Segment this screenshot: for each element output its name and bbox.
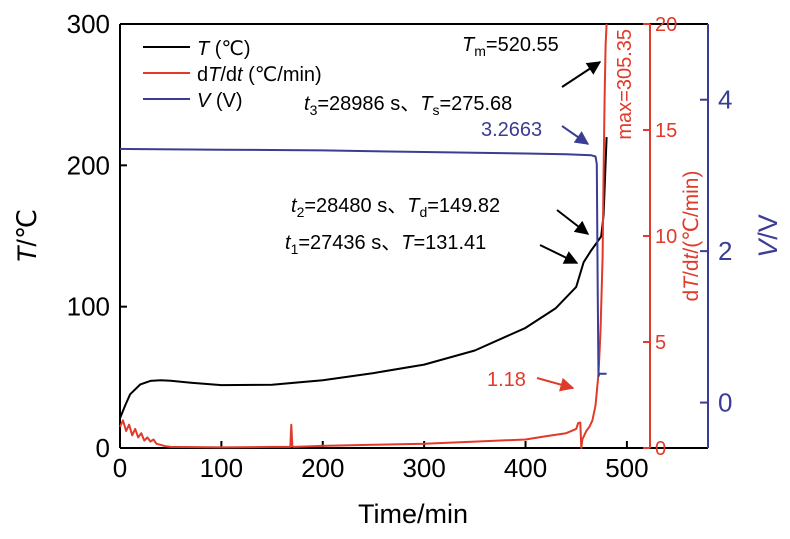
annotation-tm-main: T [462,34,476,56]
svg-text:V/V: V/V [753,214,783,258]
y-right-red-axis-title: dT/dt/(℃/min) [680,171,703,302]
annotation-tm: Tm=520.55 [462,34,559,59]
legend-label-dTdt: dT/dt (℃/min) [197,64,322,86]
series-line-V [119,147,607,378]
annotation-v: 3.2663 [481,119,542,141]
y-blue-tick-label: 4 [718,85,732,115]
annotation-t2-rest2: =149.82 [427,195,500,217]
y-left-axis-title-unit: /℃ [12,209,42,247]
annotation-t1-sub: 1 [291,241,299,257]
legend-dTdt-d: d [197,64,208,86]
annotation-t3-rest2: =275.68 [439,93,512,115]
y-red-tick-label: 15 [655,120,677,142]
y-red-title-prefix: d [680,290,703,302]
x-tick-label: 0 [113,453,127,483]
annotation-t3-rest1: =28986 s、 [317,93,420,115]
y-red-title-t: t [680,252,703,259]
annotation-t2-rest1: =28480 s、 [304,195,407,217]
series-layer [119,23,608,449]
y-red-title-unit: /(℃/min) [680,171,703,254]
svg-text:T/℃: T/℃ [12,209,42,263]
annotation-t1-rest1: =27436 s、 [298,232,401,254]
annotation-tm-sub: m [474,43,486,59]
annotation-t2-sub2: d [419,204,427,220]
y-blue-title-main: V [753,237,783,258]
series-line-T [119,137,608,419]
legend: T (℃) dT/dt (℃/min) V (V) [143,38,322,112]
legend-label-T: T (℃) [197,38,251,60]
y-red-tick-label: 20 [655,14,677,36]
y-left-tick-label: 100 [67,292,110,322]
legend-label-V: V (V) [197,90,243,112]
legend-dTdt-t: t [237,64,244,86]
annotation-t1-rest2: =131.41 [413,232,486,254]
y-left-tick-label: 300 [67,9,110,39]
x-tick-label: 500 [605,453,648,483]
x-tick-label: 200 [301,453,344,483]
y-left-tick-label: 0 [96,433,110,463]
y-left-axis-title: T/℃ [12,209,42,263]
legend-T-name: T [197,38,211,60]
legend-dTdt-T: T [208,64,222,86]
legend-T-unit: (℃) [209,38,250,60]
annotation-t3-sub: 3 [310,102,318,118]
series-line-dTdt [119,23,608,449]
legend-dTdt-unit: (℃/min) [243,64,322,86]
y-left-axis-title-main: T [12,244,42,263]
y-red-title-T: T [680,275,703,290]
x-axis-title: Time/min [358,499,468,529]
annotation-tm-rest: =520.55 [486,34,559,56]
annotation-t1-main2: T [401,232,415,254]
legend-V-name: V [197,90,212,112]
annotation-rate-arrow [536,377,575,392]
legend-V-unit: (V) [210,90,242,112]
annotation-t3: t3=28986 s、Ts=275.68 [304,93,512,118]
annotation-t1-main: t [285,232,292,254]
x-tick-label: 100 [200,453,243,483]
annotation-t1-arrow [539,244,579,264]
y-red-tick-label: 10 [655,226,677,248]
annotation-t3-sub2: s [432,102,439,118]
annotation-t1: t1=27436 s、T=131.41 [285,232,486,257]
annotation-t2-sub: 2 [297,204,305,220]
y-red-tick-label: 0 [655,438,666,460]
annotation-t2-arrow [556,209,590,235]
annotation-t3-main: t [304,93,311,115]
y-blue-tick-label: 2 [718,236,732,266]
annotation-max-text: max=305.35 [614,29,636,140]
annotation-rate: 1.18 [487,369,526,391]
y-blue-tick-label: 0 [718,388,732,418]
annotation-v-arrow [561,125,590,145]
annotation-t2-main2: T [407,195,421,217]
y-right-blue-axis-title: V/V [753,214,783,258]
legend-dTdt-mid: /d [220,64,237,86]
annotation-t2-main: t [291,195,298,217]
svg-text:dT/dt/(℃/min): dT/dt/(℃/min) [680,171,703,302]
annotation-max: max=305.35 [614,29,636,140]
annotation-tm-arrow [561,61,602,88]
y-red-title-mid: /d [680,259,703,277]
y-blue-title-unit: /V [753,214,783,240]
x-tick-label: 400 [504,453,547,483]
y-red-tick-label: 5 [655,332,666,354]
x-tick-label: 300 [402,453,445,483]
y-left-tick-label: 200 [67,150,110,180]
annotation-t3-main2: T [420,93,434,115]
annotation-t2: t2=28480 s、Td=149.82 [291,195,500,220]
